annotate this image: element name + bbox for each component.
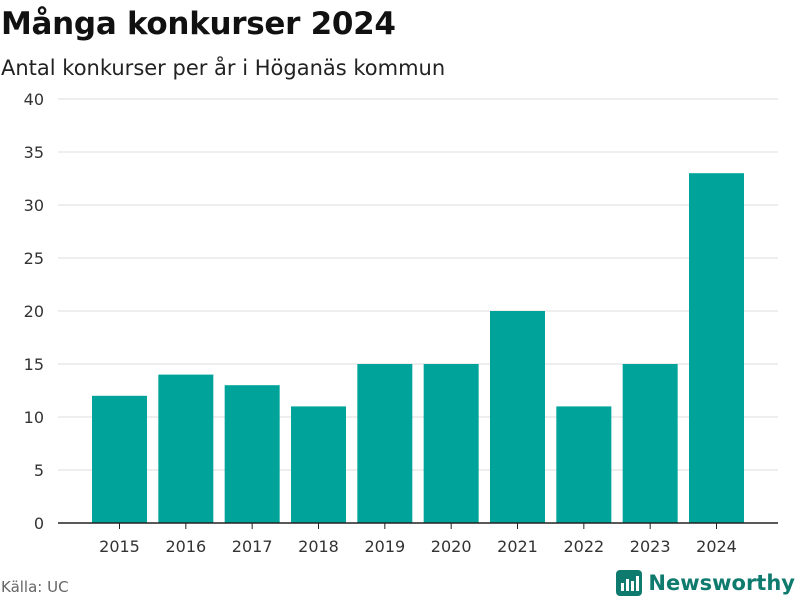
bar-2023[interactable] xyxy=(622,364,678,523)
y-tick-label: 0 xyxy=(34,514,44,533)
chart-subtitle: Antal konkurser per år i Höganäs kommun xyxy=(1,56,446,80)
bar-chart: 0 5 10 15 20 25 30 35 40 2015 2016 2017 2018 2019 2020… xyxy=(24,90,778,556)
y-tick-label: 15 xyxy=(24,355,44,374)
y-tick-label: 25 xyxy=(24,249,44,268)
x-tick-label: 2018 xyxy=(298,537,339,556)
y-tick-label: 40 xyxy=(24,90,44,109)
x-tick-label: 2015 xyxy=(99,537,140,556)
y-tick-label: 20 xyxy=(24,302,44,321)
bar-2016[interactable] xyxy=(158,374,214,523)
bar-2019[interactable] xyxy=(357,364,413,523)
x-tick-label: 2016 xyxy=(165,537,206,556)
bar-2020[interactable] xyxy=(423,364,479,523)
x-tick-label: 2021 xyxy=(497,537,538,556)
brand-logo[interactable]: Newsworthy xyxy=(616,568,795,598)
source-note: Källa: UC xyxy=(1,578,69,596)
x-tick-label: 2019 xyxy=(364,537,405,556)
bar-2018[interactable] xyxy=(291,406,346,523)
bar-2017[interactable] xyxy=(224,385,280,523)
x-tick-label: 2022 xyxy=(563,537,604,556)
bar-2022[interactable] xyxy=(556,406,612,523)
brand-name: Newsworthy xyxy=(648,571,795,595)
bar-2024[interactable] xyxy=(689,173,744,523)
y-tick-label: 30 xyxy=(24,196,44,215)
bar-2015[interactable] xyxy=(92,395,147,523)
y-tick-label: 5 xyxy=(34,461,44,480)
x-tick-label: 2017 xyxy=(232,537,273,556)
x-tick-label: 2020 xyxy=(431,537,472,556)
y-tick-label: 10 xyxy=(24,408,44,427)
x-tick-label: 2024 xyxy=(696,537,737,556)
x-tick-label: 2023 xyxy=(630,537,671,556)
chart-title: Många konkurser 2024 xyxy=(1,6,396,42)
y-tick-label: 35 xyxy=(24,143,44,162)
newsworthy-logo-icon xyxy=(616,570,643,596)
bar-2021[interactable] xyxy=(490,311,545,523)
